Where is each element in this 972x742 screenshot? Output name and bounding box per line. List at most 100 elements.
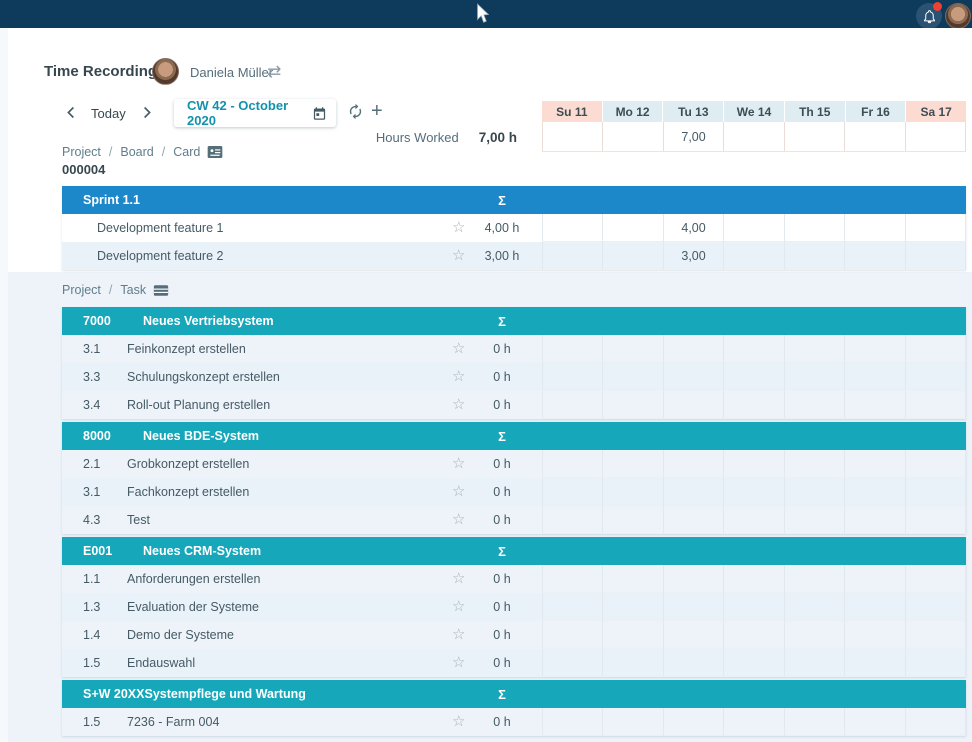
time-entry-cell[interactable] — [904, 506, 965, 534]
time-entry-cell[interactable] — [783, 214, 845, 242]
star-icon[interactable]: ☆ — [452, 713, 466, 730]
time-entry-cell[interactable] — [783, 242, 845, 270]
time-entry-cell[interactable] — [602, 708, 663, 736]
time-entry-cell[interactable] — [904, 565, 965, 593]
breadcrumb-item[interactable]: Board — [120, 145, 154, 159]
time-entry-cell[interactable] — [602, 363, 663, 391]
star-icon[interactable]: ☆ — [452, 511, 466, 528]
time-entry-cell[interactable] — [662, 335, 724, 363]
time-entry-cell[interactable] — [723, 649, 784, 677]
time-entry-cell[interactable] — [542, 391, 603, 419]
time-entry-cell[interactable] — [602, 506, 663, 534]
time-entry-cell[interactable] — [723, 708, 784, 736]
time-entry-cell[interactable] — [844, 450, 905, 478]
time-entry-cell[interactable] — [783, 649, 845, 677]
time-entry-cell[interactable] — [844, 242, 905, 270]
breadcrumb-item[interactable]: Project — [62, 283, 101, 297]
time-entry-cell[interactable] — [783, 391, 845, 419]
time-entry-cell[interactable] — [844, 335, 905, 363]
time-entry-cell[interactable] — [602, 335, 663, 363]
time-entry-cell[interactable] — [602, 478, 663, 506]
time-entry-cell[interactable] — [602, 214, 663, 242]
time-entry-cell[interactable] — [783, 335, 845, 363]
time-entry-cell[interactable] — [844, 478, 905, 506]
refresh-button[interactable] — [347, 103, 364, 125]
breadcrumb-item[interactable]: Task — [120, 283, 147, 297]
time-entry-cell[interactable] — [602, 391, 663, 419]
time-entry-cell[interactable] — [662, 363, 724, 391]
next-week-button[interactable] — [139, 105, 155, 121]
time-entry-cell[interactable] — [904, 335, 965, 363]
time-entry-cell[interactable] — [723, 214, 784, 242]
time-entry-cell[interactable] — [723, 621, 784, 649]
star-icon[interactable]: ☆ — [452, 654, 466, 671]
time-entry-cell[interactable] — [783, 506, 845, 534]
star-icon[interactable]: ☆ — [452, 219, 466, 236]
time-entry-cell[interactable] — [783, 450, 845, 478]
today-button[interactable]: Today — [91, 106, 126, 121]
time-entry-cell[interactable] — [904, 450, 965, 478]
time-entry-cell[interactable] — [844, 649, 905, 677]
time-entry-cell[interactable] — [542, 335, 603, 363]
time-entry-cell[interactable] — [723, 391, 784, 419]
time-entry-cell[interactable] — [542, 506, 603, 534]
time-entry-cell[interactable] — [542, 565, 603, 593]
time-entry-cell[interactable] — [723, 450, 784, 478]
time-entry-cell[interactable] — [844, 593, 905, 621]
add-button[interactable]: + — [371, 100, 383, 122]
time-entry-cell[interactable] — [904, 708, 965, 736]
time-entry-cell[interactable] — [602, 450, 663, 478]
star-icon[interactable]: ☆ — [452, 396, 466, 413]
time-entry-cell[interactable] — [723, 363, 784, 391]
time-entry-cell[interactable] — [542, 450, 603, 478]
time-entry-cell[interactable] — [662, 565, 724, 593]
star-icon[interactable]: ☆ — [452, 598, 466, 615]
time-entry-cell[interactable] — [662, 593, 724, 621]
time-entry-cell[interactable] — [723, 335, 784, 363]
time-entry-cell[interactable] — [904, 391, 965, 419]
time-entry-cell[interactable] — [844, 391, 905, 419]
time-entry-cell[interactable] — [723, 593, 784, 621]
time-entry-cell[interactable] — [904, 214, 965, 242]
time-entry-cell[interactable] — [542, 621, 603, 649]
previous-week-button[interactable] — [64, 105, 80, 121]
time-entry-cell[interactable] — [662, 621, 724, 649]
time-entry-cell[interactable] — [844, 621, 905, 649]
star-icon[interactable]: ☆ — [452, 368, 466, 385]
time-entry-cell[interactable] — [844, 214, 905, 242]
time-entry-cell[interactable] — [904, 621, 965, 649]
time-entry-cell[interactable] — [662, 649, 724, 677]
time-entry-cell[interactable] — [844, 708, 905, 736]
time-entry-cell[interactable] — [542, 593, 603, 621]
time-entry-cell[interactable] — [783, 478, 845, 506]
time-entry-cell[interactable] — [542, 649, 603, 677]
time-entry-cell[interactable] — [602, 649, 663, 677]
time-entry-cell[interactable] — [844, 506, 905, 534]
time-entry-cell[interactable] — [904, 478, 965, 506]
period-selector[interactable]: CW 42 - October 2020 — [174, 98, 336, 128]
time-entry-cell[interactable] — [602, 565, 663, 593]
star-icon[interactable]: ☆ — [452, 626, 466, 643]
time-entry-cell[interactable] — [602, 242, 663, 270]
star-icon[interactable]: ☆ — [452, 483, 466, 500]
time-entry-cell[interactable] — [602, 621, 663, 649]
time-entry-cell[interactable] — [723, 478, 784, 506]
time-entry-cell[interactable] — [904, 363, 965, 391]
time-entry-cell[interactable]: 3,00 — [662, 242, 724, 270]
time-entry-cell[interactable] — [904, 593, 965, 621]
time-entry-cell[interactable] — [662, 708, 724, 736]
time-entry-cell[interactable] — [783, 708, 845, 736]
time-entry-cell[interactable] — [723, 506, 784, 534]
star-icon[interactable]: ☆ — [452, 340, 466, 357]
time-entry-cell[interactable] — [844, 565, 905, 593]
time-entry-cell[interactable] — [783, 363, 845, 391]
time-entry-cell[interactable] — [783, 565, 845, 593]
time-entry-cell[interactable] — [904, 649, 965, 677]
time-entry-cell[interactable] — [783, 621, 845, 649]
time-entry-cell[interactable] — [542, 214, 603, 242]
time-entry-cell[interactable] — [904, 242, 965, 270]
time-entry-cell[interactable] — [723, 242, 784, 270]
star-icon[interactable]: ☆ — [452, 570, 466, 587]
time-entry-cell[interactable] — [723, 565, 784, 593]
time-entry-cell[interactable] — [542, 363, 603, 391]
